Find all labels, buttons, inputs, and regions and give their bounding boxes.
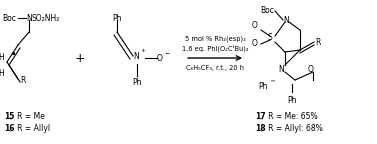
Text: ,  R = Allyl: 68%: , R = Allyl: 68% <box>261 124 323 133</box>
Text: C₆H₅CF₃, r.t., 20 h: C₆H₅CF₃, r.t., 20 h <box>186 65 244 71</box>
Text: Ph: Ph <box>132 78 142 87</box>
Text: Ph: Ph <box>287 96 297 105</box>
Text: N: N <box>283 16 289 25</box>
Text: Boc: Boc <box>260 6 274 15</box>
Text: N: N <box>133 52 139 61</box>
Text: 17: 17 <box>255 112 266 121</box>
Text: SO₂NH₂: SO₂NH₂ <box>32 14 60 23</box>
Text: N: N <box>278 65 284 74</box>
Text: H: H <box>0 54 4 62</box>
Text: R: R <box>315 38 320 47</box>
Text: 5 mol % Rh₂(esp)₂: 5 mol % Rh₂(esp)₂ <box>185 36 245 42</box>
Text: Boc: Boc <box>2 14 16 23</box>
Text: 16: 16 <box>4 124 14 133</box>
Text: H: H <box>0 70 4 78</box>
Text: −: − <box>164 50 169 55</box>
Text: 15: 15 <box>4 112 14 121</box>
Text: Ph: Ph <box>259 82 268 91</box>
Text: O: O <box>251 21 257 31</box>
Text: 1.6 eq. PhI(O₂CᵗBu)₂: 1.6 eq. PhI(O₂CᵗBu)₂ <box>182 44 248 52</box>
Text: R: R <box>20 76 25 85</box>
Text: "": "" <box>270 80 275 85</box>
Text: +: + <box>140 48 145 53</box>
Text: +: + <box>75 52 85 65</box>
Text: O: O <box>251 39 257 49</box>
Text: O: O <box>157 54 163 63</box>
Text: S: S <box>268 33 273 42</box>
Text: 18: 18 <box>255 124 266 133</box>
Text: ,  R = Me: , R = Me <box>10 112 45 121</box>
Text: Ph: Ph <box>112 14 121 23</box>
Text: O: O <box>308 65 314 74</box>
Text: ,  R = Me: 65%: , R = Me: 65% <box>261 112 318 121</box>
Text: ,  R = Allyl: , R = Allyl <box>10 124 50 133</box>
Text: N: N <box>26 14 32 23</box>
